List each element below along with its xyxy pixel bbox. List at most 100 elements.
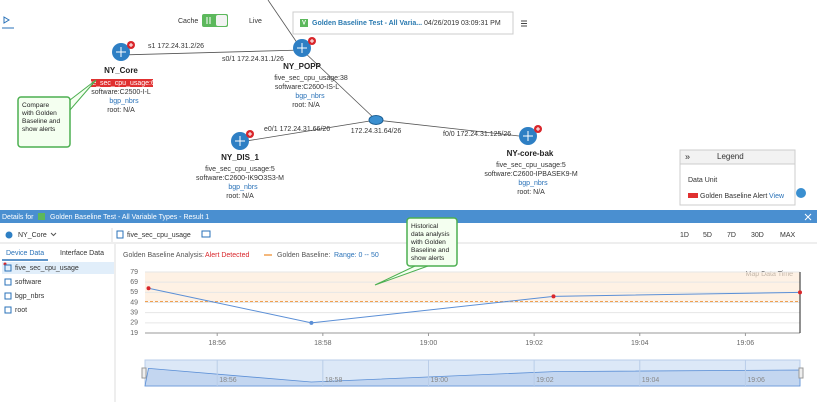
router-icon[interactable]: [112, 41, 135, 61]
callout-line: show alerts: [22, 126, 56, 133]
x-tick-label: 18:58: [314, 340, 332, 347]
expand-icon[interactable]: [3, 16, 10, 24]
tree-item[interactable]: software: [15, 279, 42, 286]
callout-line: show alerts: [411, 255, 445, 262]
svg-text:V: V: [302, 21, 306, 27]
tab[interactable]: Device Data: [6, 250, 44, 257]
details-bar: [0, 210, 817, 223]
range-button[interactable]: 7D: [727, 232, 736, 239]
callout-line: Compare: [22, 102, 49, 109]
callout-line: with Golden: [21, 110, 57, 117]
navigator-tick-label: 19:02: [536, 377, 554, 384]
y-tick-label: 19: [130, 330, 138, 337]
node-software: software:C2600-IK9O3S3-M: [196, 175, 284, 182]
callout: Compare with Golden Baseline and show al…: [17, 79, 97, 148]
navigator-handle[interactable]: [141, 367, 147, 379]
tree-icon: [4, 264, 12, 272]
node-name: NY_DIS_1: [221, 153, 259, 162]
x-tick-label: 19:04: [631, 340, 649, 347]
tab[interactable]: Interface Data: [60, 250, 104, 257]
alert-zone: [145, 272, 800, 302]
data-point[interactable]: [798, 290, 802, 295]
device-select[interactable]: NY_Core: [18, 232, 47, 239]
status: Alert Detected: [205, 252, 249, 259]
table-icon[interactable]: [201, 230, 211, 238]
node-root: root: N/A: [292, 102, 320, 109]
navigator-tick-label: 18:56: [219, 377, 237, 384]
range-button[interactable]: MAX: [780, 232, 796, 239]
link-label: 172.24.31.64/26: [351, 128, 402, 135]
navigator-tick-label: 19:06: [747, 377, 765, 384]
card-title[interactable]: Golden Baseline Test - All Varia...: [312, 20, 422, 27]
node-name: NY_POPP: [283, 62, 321, 71]
router-icon[interactable]: [231, 130, 254, 150]
range-button[interactable]: 5D: [703, 232, 712, 239]
result-card[interactable]: V: [292, 11, 514, 35]
legend-view[interactable]: View: [769, 193, 785, 200]
analysis-label: Golden Baseline Analysis:: [123, 252, 204, 259]
callout-line: Historical: [411, 223, 439, 230]
tree-item[interactable]: five_sec_cpu_usage: [15, 265, 79, 272]
navigator-tick-label: 19:04: [642, 377, 660, 384]
node-software: software:C2500-I-L: [91, 89, 151, 96]
callout-line: Baseline and: [22, 118, 60, 125]
y-tick-label: 49: [130, 299, 138, 306]
navigator-handle[interactable]: [798, 367, 804, 379]
range-button[interactable]: 30D: [751, 232, 764, 239]
node-name: NY_Core: [104, 66, 138, 75]
link-label: s1 172.24.31.2/26: [148, 43, 204, 50]
svg-text:»: »: [685, 151, 690, 161]
x-tick-label: 19:02: [525, 340, 543, 347]
links: [120, 0, 529, 143]
menu-icon[interactable]: [521, 20, 527, 27]
legend-title: Legend: [717, 152, 744, 161]
tree-icon: [4, 292, 12, 300]
details-title: Golden Baseline Test - All Variable Type…: [50, 214, 209, 221]
node-cpu: five_sec_cpu_usage:5: [205, 166, 275, 173]
legend-unit: Data Unit: [688, 177, 717, 184]
node-root: root: N/A: [107, 107, 135, 114]
data-point[interactable]: [309, 320, 314, 325]
tree-item[interactable]: root: [15, 307, 27, 314]
router-icon[interactable]: [519, 125, 542, 145]
y-tick-label: 79: [130, 269, 138, 276]
live-label: Live: [249, 18, 262, 25]
node-software: software:C2600-IPBASEK9-M: [484, 171, 578, 178]
navigator-tick-label: 18:58: [325, 377, 343, 384]
node-cpu: five_sec_cpu_usage:38: [274, 75, 348, 82]
device-icon: [5, 231, 13, 239]
y-tick-label: 69: [130, 279, 138, 286]
badge: [38, 213, 45, 220]
node-bgp[interactable]: bgp_nbrs: [518, 180, 548, 187]
link-label: s0/1 172.24.31.1/26: [222, 56, 284, 63]
callout-line: with Golden: [410, 239, 446, 246]
chevron[interactable]: [50, 232, 57, 237]
link-label: e0/1 172.24.31.66/26: [264, 126, 330, 133]
variable-icon: [116, 230, 124, 239]
x-tick-label: 19:00: [420, 340, 438, 347]
series-line: [148, 287, 801, 324]
node-root: root: N/A: [226, 193, 254, 200]
switch-icon[interactable]: [368, 115, 384, 125]
x-tick-label: 18:56: [208, 340, 226, 347]
node-root: root: N/A: [517, 189, 545, 196]
range-button[interactable]: 1D: [680, 232, 689, 239]
node-bgp[interactable]: bgp_nbrs: [295, 93, 325, 100]
node-bgp[interactable]: bgp_nbrs: [228, 184, 258, 191]
data-point[interactable]: [551, 294, 556, 299]
tree-item[interactable]: bgp_nbrs: [15, 293, 45, 300]
node-software: software:C2600-IS-L: [275, 84, 339, 91]
tree-selection: [2, 262, 114, 274]
cache-label: Cache: [178, 18, 198, 25]
close-button[interactable]: [804, 213, 812, 221]
node-bgp[interactable]: bgp_nbrs: [109, 98, 139, 105]
baseline-label: Golden Baseline:: [277, 252, 330, 259]
router-icon[interactable]: [293, 37, 316, 57]
y-tick-label: 39: [130, 310, 138, 317]
details-label: Details for: [2, 214, 34, 221]
range-label: Range: 0 -- 50: [334, 252, 379, 259]
data-point[interactable]: [146, 286, 151, 291]
toggle[interactable]: [202, 14, 228, 27]
x-tick-label: 19:06: [737, 340, 755, 347]
